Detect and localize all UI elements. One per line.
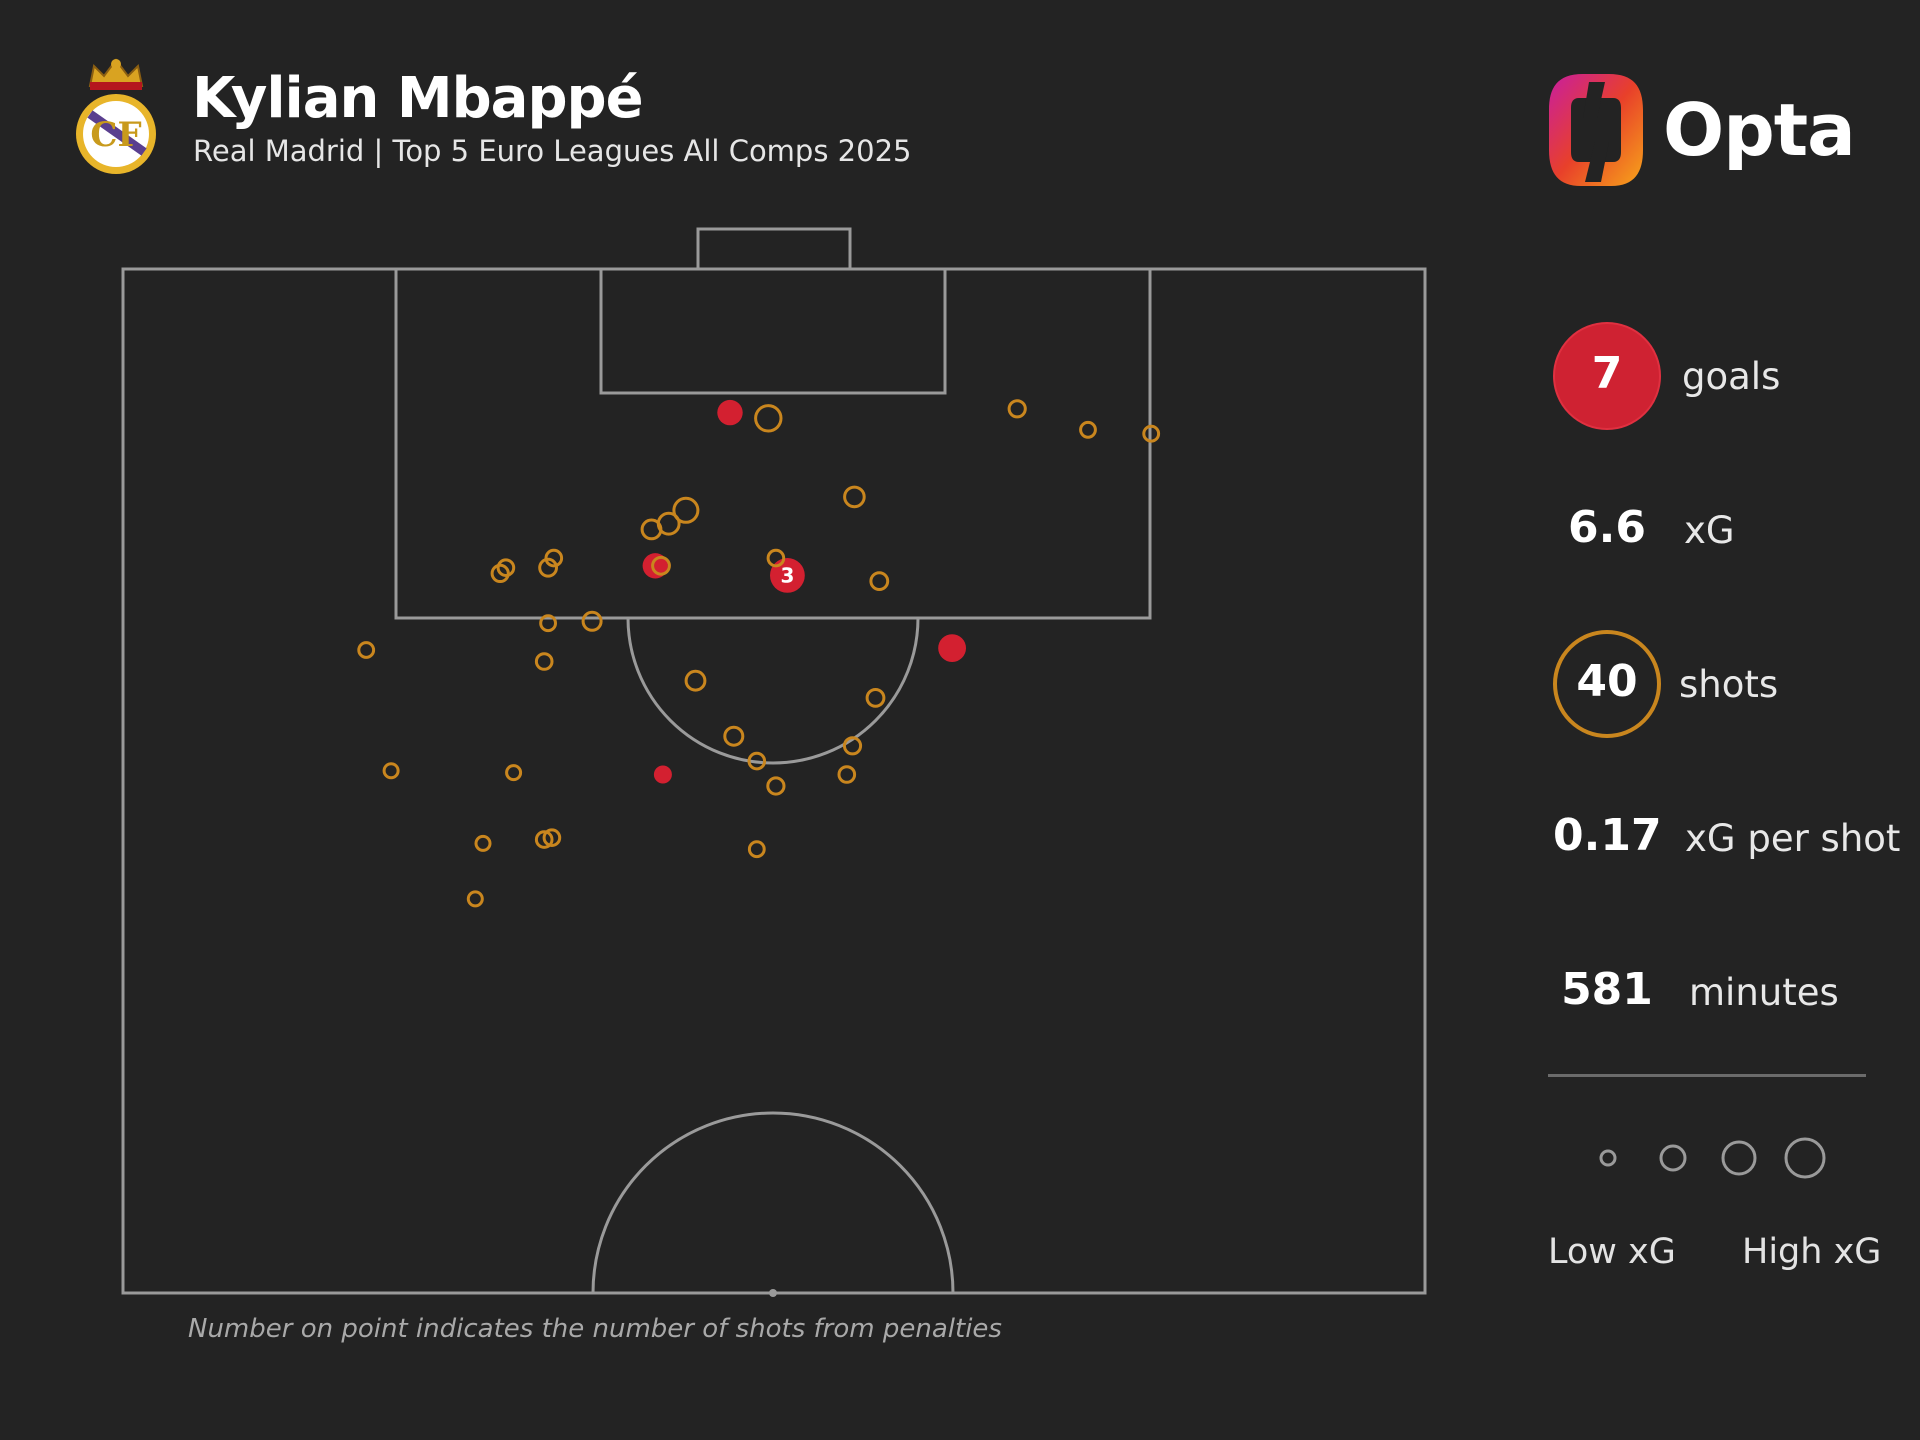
goal-frame — [696, 227, 852, 271]
shot-point — [766, 548, 786, 568]
shot-point — [357, 641, 376, 659]
shot-point — [651, 555, 671, 576]
shot-point — [496, 558, 516, 578]
legend-size-2 — [1659, 1144, 1687, 1172]
shot-point — [538, 557, 558, 578]
shots-badge — [1553, 630, 1661, 738]
shot-point — [382, 762, 400, 780]
shot-point — [684, 669, 707, 692]
shot-point — [837, 765, 857, 784]
shot-point — [766, 776, 786, 796]
shot-point — [542, 828, 562, 848]
shot-point — [865, 688, 886, 708]
shot-point — [534, 652, 554, 671]
real-madrid-crest-icon: CF — [76, 58, 156, 174]
goal-point — [642, 553, 668, 579]
shot-point — [640, 518, 663, 541]
shots-value: 40 — [1576, 656, 1638, 707]
xg-value: 6.6 — [1568, 502, 1646, 553]
shot-point — [754, 404, 783, 433]
pitch-outline — [121, 267, 1427, 1295]
shot-point — [466, 890, 484, 908]
shot-point — [842, 736, 863, 756]
shot-point — [747, 840, 766, 859]
goals-badge — [1553, 322, 1661, 430]
shot-point — [747, 751, 767, 771]
shots-label: shots — [1679, 663, 1779, 706]
shot-point — [672, 496, 700, 524]
opta-wordmark: Opta — [1663, 88, 1856, 172]
six-yard-box — [599, 267, 947, 395]
goal-point — [653, 765, 672, 784]
goals-label: goals — [1682, 355, 1781, 398]
shot-map: 3 — [121, 227, 1427, 1297]
shot-point — [869, 571, 890, 591]
legend-high-label: High xG — [1742, 1232, 1882, 1272]
shot-point — [843, 485, 866, 509]
goals-value: 7 — [1591, 348, 1623, 399]
minutes-label: minutes — [1689, 971, 1839, 1014]
stats-divider — [1548, 1074, 1866, 1077]
shot-point — [490, 563, 510, 584]
xg-per-shot-label: xG per shot — [1685, 817, 1901, 860]
shot-point — [505, 764, 523, 782]
page-subtitle: Real Madrid | Top 5 Euro Leagues All Com… — [193, 134, 912, 168]
penalty-arc — [626, 617, 920, 765]
center-circle-arc — [591, 1111, 955, 1294]
center-spot — [769, 1289, 777, 1297]
penalty-count-label: 3 — [780, 563, 794, 587]
opta-logo-icon — [1549, 74, 1643, 186]
shot-point — [581, 610, 603, 632]
shot-point — [723, 725, 745, 747]
shot-point — [539, 614, 557, 633]
xg-per-shot-value: 0.17 — [1553, 810, 1662, 861]
svg-text:CF: CF — [90, 115, 141, 155]
xg-label: xG — [1684, 509, 1735, 552]
legend-low-label: Low xG — [1548, 1232, 1676, 1272]
xg-size-legend — [1599, 1137, 1826, 1179]
shot-point — [1007, 399, 1027, 419]
shot-point — [534, 830, 554, 849]
shot-point — [1079, 420, 1097, 439]
legend-size-4 — [1784, 1137, 1826, 1179]
page-title: Kylian Mbappé — [192, 66, 644, 131]
pitch-lines — [121, 227, 1427, 1295]
goal-point — [938, 634, 966, 662]
goal-point — [717, 399, 743, 426]
footnote: Number on point indicates the number of … — [188, 1314, 1002, 1344]
legend-size-3 — [1721, 1140, 1757, 1176]
shot-point — [474, 834, 492, 852]
shots-layer: 3 — [357, 399, 1161, 908]
shot-point — [1142, 424, 1161, 443]
legend-size-1 — [1599, 1149, 1617, 1167]
minutes-value: 581 — [1561, 964, 1653, 1015]
